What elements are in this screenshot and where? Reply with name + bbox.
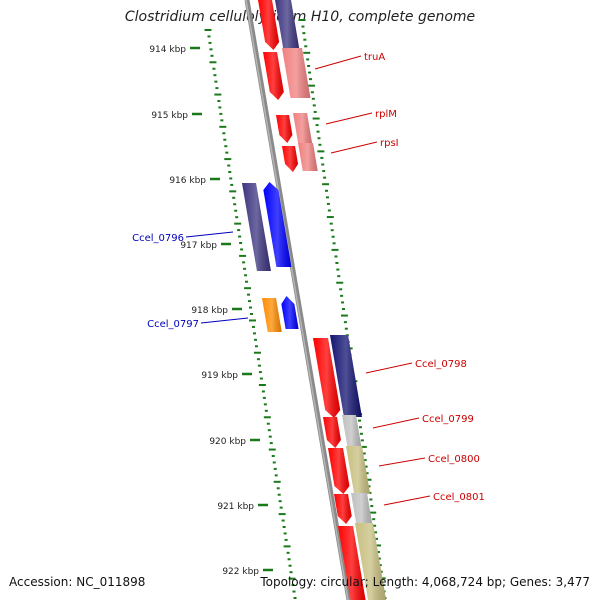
cog-block-shade	[351, 493, 373, 523]
gene-arrow-truA-shade	[263, 52, 284, 100]
gene-label-ccel-0800: Ccel_0800	[428, 454, 480, 465]
gene-arrow-ccel-0798-shade	[313, 338, 341, 418]
cog-block-shade	[293, 113, 313, 143]
gene-arrow-next-shade	[338, 526, 366, 600]
cog-block-shade	[275, 0, 300, 48]
gene-arrow-ccel-0797-shade	[281, 296, 299, 329]
gene-leader-line	[200, 317, 249, 324]
gene-label-rplm: rplM	[375, 109, 397, 120]
gene-arrow-ccel-0796-shade	[263, 182, 292, 267]
cog-block-shade	[355, 523, 387, 600]
genome-backbone	[244, 0, 352, 600]
gene-leader-line	[378, 457, 426, 467]
gene-label-ccel-0799: Ccel_0799	[422, 414, 474, 425]
gene-label-ccel-0797: Ccel_0797	[147, 319, 199, 330]
gene-arrow-ccel-0800-shade	[328, 448, 350, 494]
scale-tick-label: 919 kbp	[201, 371, 238, 381]
gene-arrow-tru-shade	[258, 0, 280, 50]
gene-leader-line	[365, 362, 413, 374]
scale-tick-label: 920 kbp	[209, 437, 246, 447]
gene-label-rpsi: rpsI	[380, 138, 399, 149]
map-title: Clostridium cellulolyticum H10, complete…	[124, 9, 476, 25]
gene-arrow-rpsI-shade	[282, 146, 299, 172]
cog-block-shade	[298, 143, 318, 171]
gene-label-ccel-0798: Ccel_0798	[415, 359, 467, 370]
gene-leader-line	[330, 141, 378, 154]
cog-block-shade	[262, 298, 282, 332]
gene-label-ccel-0801: Ccel_0801	[433, 492, 485, 503]
gene-leader-line	[372, 417, 420, 429]
scale-tick-label: 916 kbp	[169, 176, 206, 186]
scale-tick-label: 918 kbp	[191, 306, 228, 316]
cog-block-shade	[346, 446, 371, 494]
genome-summary-text: Topology: circular; Length: 4,068,724 bp…	[260, 575, 590, 589]
cog-block-shade	[342, 415, 362, 446]
scale-tick-label: 915 kbp	[151, 111, 188, 121]
gene-label-ccel-0796: Ccel_0796	[132, 233, 184, 244]
genome-backbone-highlight	[245, 0, 349, 600]
cog-block-shade	[282, 48, 311, 98]
gene-leader-line	[185, 231, 234, 238]
scale-tick-label: 922 kbp	[222, 567, 259, 577]
accession-text: Accession: NC_011898	[9, 575, 146, 589]
gene-arrow-ccel-0801-shade	[334, 494, 352, 524]
gene-arrow-ccel-0799-shade	[323, 417, 341, 448]
scale-tick-label: 921 kbp	[217, 502, 254, 512]
scale-tick-label: 914 kbp	[149, 45, 186, 55]
gene-arrow-rplM-shade	[276, 115, 293, 143]
gene-leader-line	[383, 495, 431, 506]
cog-block-shade	[330, 335, 362, 417]
gene-label-trua: truA	[364, 52, 385, 63]
gene-leader-line	[325, 112, 373, 125]
cog-block-shade	[242, 183, 271, 271]
gene-leader-line	[314, 55, 362, 70]
scale-tick-label: 917 kbp	[180, 241, 217, 251]
